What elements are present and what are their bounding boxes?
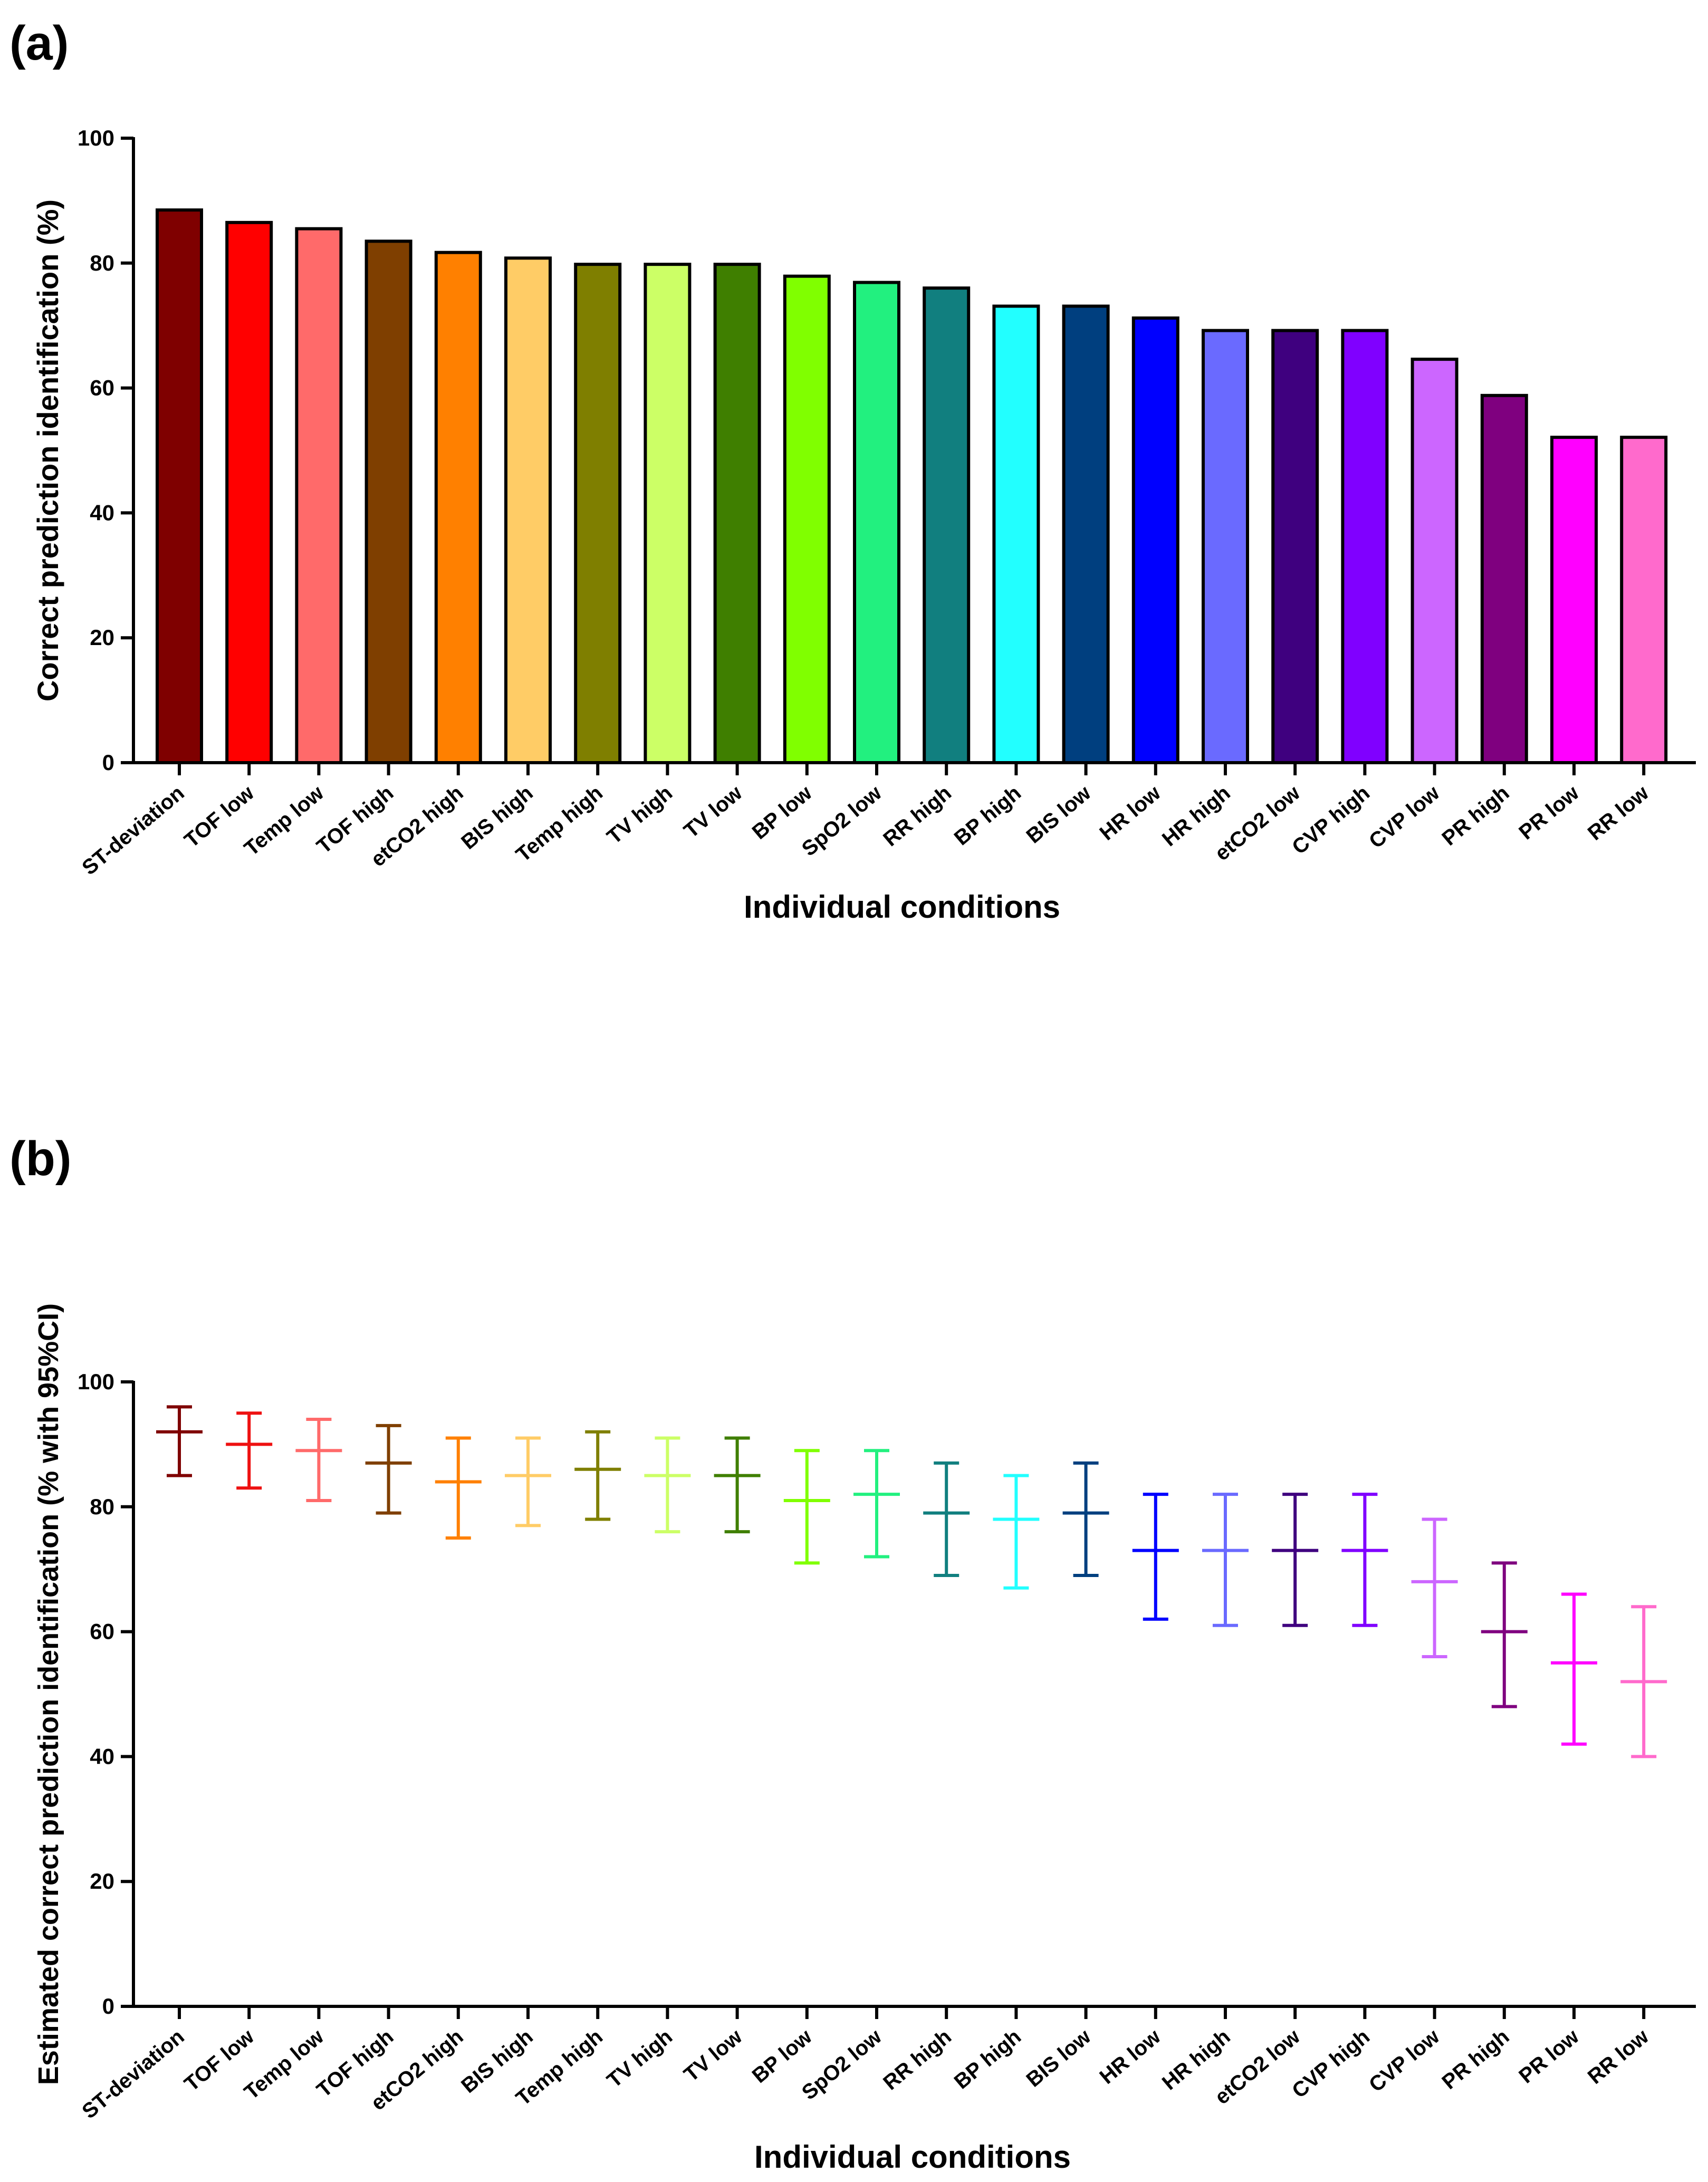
bar [713, 263, 761, 764]
bar [156, 208, 203, 764]
bar [1620, 436, 1668, 764]
x-tick-label: PR low [1514, 2025, 1584, 2088]
y-tick-label: 20 [90, 625, 114, 650]
x-tick-label: ST-deviation [78, 2025, 188, 2123]
bar [434, 251, 482, 764]
x-tick-label: PR high [1438, 2025, 1514, 2094]
x-axis-title: Individual conditions [744, 889, 1060, 925]
y-tick-label: 0 [102, 750, 114, 775]
x-tick-label: BP high [950, 2025, 1025, 2093]
bar [992, 304, 1040, 764]
bar [853, 281, 900, 764]
x-tick-label: CVP low [1365, 2025, 1444, 2097]
bar [1131, 316, 1179, 764]
y-tick-label: 60 [90, 376, 114, 400]
bar [364, 239, 412, 764]
y-tick-label: 20 [90, 1869, 114, 1893]
y-tick-label: 100 [78, 1369, 114, 1394]
y-tick-label: 60 [90, 1619, 114, 1644]
y-axis-title: Estimated correct prediction identificat… [33, 1303, 64, 2085]
y-tick-label: 40 [90, 500, 114, 525]
x-tick-label: BP low [748, 2025, 817, 2088]
bar [574, 263, 622, 764]
x-tick-label: HR low [1095, 2025, 1165, 2089]
bar [1480, 393, 1528, 764]
x-tick-label: RR low [1584, 2025, 1654, 2089]
y-tick-label: 40 [90, 1744, 114, 1768]
bar [504, 256, 552, 764]
x-tick-label: CVP high [1288, 2025, 1374, 2103]
bar [1410, 358, 1458, 764]
x-tick-label: TV low [679, 2025, 747, 2087]
bar [1341, 329, 1389, 764]
y-tick-label: 0 [102, 1994, 114, 2018]
panel-label-b: (b) [9, 1132, 72, 1186]
y-tick-label: 80 [90, 1494, 114, 1519]
x-tick-label: TV high [603, 2025, 677, 2092]
panel-label-a: (a) [9, 16, 69, 70]
bar [923, 286, 971, 764]
bar [225, 220, 273, 765]
x-axis-title: Individual conditions [754, 2139, 1071, 2175]
bar [295, 227, 343, 764]
bar [1202, 329, 1249, 764]
y-tick-label: 80 [90, 251, 114, 275]
y-axis-title: Correct prediction identification (%) [31, 199, 64, 701]
bar [644, 263, 692, 764]
y-tick-label: 100 [78, 126, 114, 150]
x-tick-label: BIS low [1022, 2025, 1096, 2092]
x-tick-label: RR high [879, 2025, 956, 2094]
bar [783, 274, 831, 764]
bar [1550, 436, 1598, 764]
bar [1271, 329, 1319, 764]
bar [1062, 304, 1110, 764]
